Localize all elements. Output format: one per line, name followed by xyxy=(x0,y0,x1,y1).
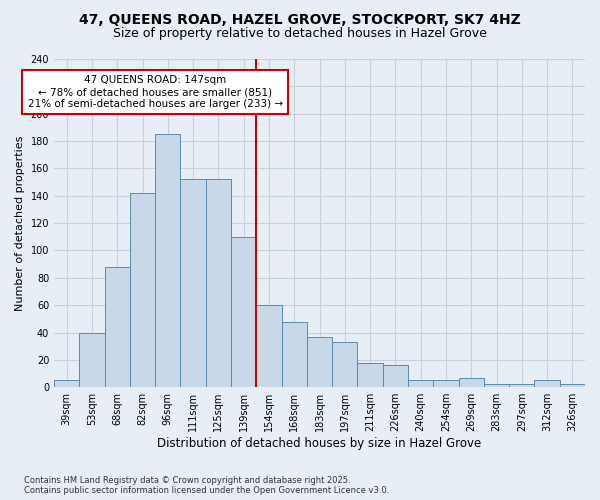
Text: 47, QUEENS ROAD, HAZEL GROVE, STOCKPORT, SK7 4HZ: 47, QUEENS ROAD, HAZEL GROVE, STOCKPORT,… xyxy=(79,12,521,26)
Bar xyxy=(104,267,130,387)
Bar xyxy=(332,342,358,387)
Bar xyxy=(560,384,585,387)
X-axis label: Distribution of detached houses by size in Hazel Grove: Distribution of detached houses by size … xyxy=(157,437,482,450)
Bar xyxy=(433,380,458,387)
Bar xyxy=(358,362,383,387)
Bar xyxy=(130,193,155,387)
Bar xyxy=(54,380,79,387)
Bar xyxy=(281,322,307,387)
Bar xyxy=(458,378,484,387)
Y-axis label: Number of detached properties: Number of detached properties xyxy=(15,136,25,311)
Bar xyxy=(181,180,206,387)
Text: 47 QUEENS ROAD: 147sqm
← 78% of detached houses are smaller (851)
21% of semi-de: 47 QUEENS ROAD: 147sqm ← 78% of detached… xyxy=(28,76,283,108)
Bar xyxy=(155,134,181,387)
Text: Size of property relative to detached houses in Hazel Grove: Size of property relative to detached ho… xyxy=(113,28,487,40)
Bar xyxy=(484,384,509,387)
Bar xyxy=(383,366,408,387)
Bar xyxy=(509,384,535,387)
Bar xyxy=(79,332,104,387)
Bar xyxy=(256,305,281,387)
Bar xyxy=(307,336,332,387)
Bar xyxy=(408,380,433,387)
Bar xyxy=(231,237,256,387)
Bar xyxy=(206,180,231,387)
Bar xyxy=(535,380,560,387)
Text: Contains HM Land Registry data © Crown copyright and database right 2025.
Contai: Contains HM Land Registry data © Crown c… xyxy=(24,476,389,495)
